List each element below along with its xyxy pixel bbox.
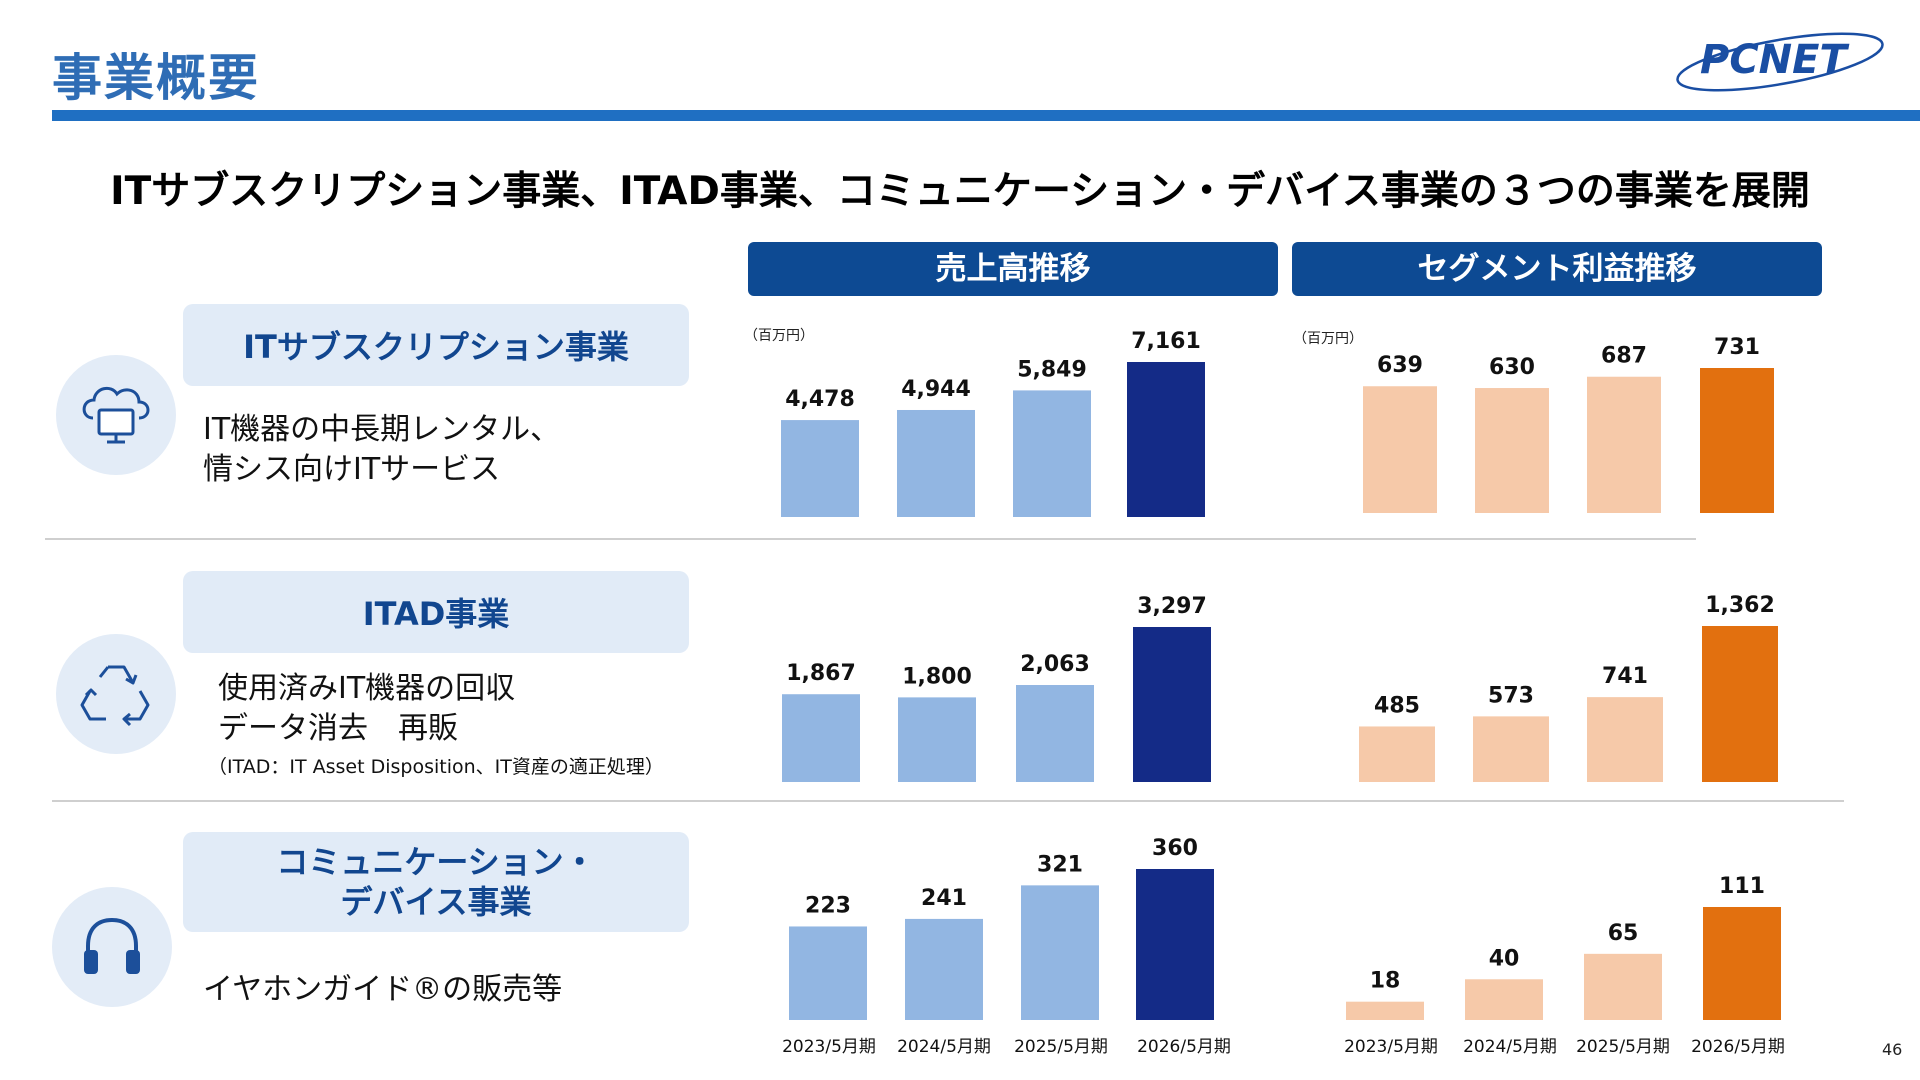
svg-text:PCNET: PCNET — [1700, 37, 1849, 83]
segment-icon-circle — [52, 887, 172, 1007]
chart-bar — [897, 409, 975, 517]
segment-description-line: 使用済みIT機器の回収 — [218, 671, 516, 706]
chart-bar — [1465, 979, 1543, 1020]
data-label: 241 — [921, 886, 967, 911]
data-label: 639 — [1377, 353, 1423, 378]
data-label: 3,297 — [1137, 594, 1207, 619]
x-tick-label: 2026/5月期 — [1137, 1037, 1231, 1057]
segment-description-line: データ消去 再販 — [218, 711, 458, 746]
chart-bar — [1587, 376, 1661, 513]
x-tick-label: 2025/5月期 — [1576, 1037, 1670, 1057]
chart-bar — [782, 694, 860, 782]
segment-description: 使用済みIT機器の回収 データ消去 再販 — [218, 669, 515, 749]
page-title: 事業概要 — [52, 49, 260, 107]
data-label: 40 — [1489, 946, 1520, 971]
data-label: 1,800 — [902, 664, 972, 689]
chart-bar — [1013, 390, 1091, 517]
x-tick-label: 2025/5月期 — [1014, 1037, 1108, 1057]
unit-label: （百万円） — [1293, 331, 1363, 347]
recycle-icon — [80, 665, 150, 727]
data-label: 360 — [1152, 836, 1198, 861]
data-label: 7,161 — [1131, 329, 1201, 354]
x-tick-label: 2024/5月期 — [1463, 1037, 1557, 1057]
segment-name-it-subscription: ITサブスクリプション事業 — [183, 304, 689, 386]
chart-bar — [905, 918, 983, 1020]
page-number: 46 — [1882, 1040, 1903, 1059]
data-label: 573 — [1488, 683, 1534, 708]
data-label: 630 — [1489, 355, 1535, 380]
sales-column-header: 売上高推移 — [748, 242, 1278, 296]
data-label: 5,849 — [1017, 357, 1087, 382]
x-tick-label: 2023/5月期 — [1344, 1037, 1438, 1057]
chart-bar — [1016, 685, 1094, 782]
chart-bar — [1473, 716, 1549, 782]
chart-bar — [1700, 368, 1774, 513]
segment-name-line: デバイス事業 — [340, 883, 532, 921]
segment-name-itad: ITAD事業 — [183, 571, 689, 653]
chart-bar — [789, 926, 867, 1020]
chart-bar — [1703, 907, 1781, 1020]
data-label: 223 — [805, 893, 851, 918]
company-logo: PCNET — [1670, 18, 1900, 94]
chart-bar — [1359, 726, 1435, 782]
data-label: 4,944 — [901, 377, 971, 402]
chart-bar — [1587, 697, 1663, 782]
segment-description-line: IT機器の中長期レンタル、 — [203, 412, 561, 447]
data-label: 1,867 — [786, 661, 856, 686]
chart-bar — [1133, 627, 1211, 782]
segment-icon-circle — [56, 634, 176, 754]
data-label: 1,362 — [1705, 593, 1775, 618]
data-label: 2,063 — [1020, 652, 1090, 677]
title-rule — [52, 110, 1920, 121]
segment-name-communication-device: コミュニケーション・ デバイス事業 — [183, 832, 689, 932]
segment-description: イヤホンガイド®の販売等 — [203, 972, 563, 1007]
chart-bar — [898, 697, 976, 782]
data-label: 741 — [1602, 664, 1648, 689]
data-label: 111 — [1719, 874, 1765, 899]
itad-note: （ITAD：IT Asset Disposition、IT資産の適正処理） — [208, 756, 664, 778]
profit-column-header: セグメント利益推移 — [1292, 242, 1822, 296]
x-tick-label: 2023/5月期 — [782, 1037, 876, 1057]
headline: ITサブスクリプション事業、ITAD事業、コミュニケーション・デバイス事業の３つ… — [110, 169, 1810, 214]
data-label: 485 — [1374, 693, 1420, 718]
data-label: 321 — [1037, 852, 1083, 877]
segment-description-line: 情シス向けITサービス — [203, 452, 501, 487]
headset-icon — [84, 917, 140, 974]
unit-label: （百万円） — [744, 328, 814, 344]
chart-bar — [781, 420, 859, 517]
chart-bar — [1702, 626, 1778, 782]
chart-bar — [1021, 885, 1099, 1020]
chart-bar — [1346, 1001, 1424, 1020]
x-tick-label: 2024/5月期 — [897, 1037, 991, 1057]
segment-name-line: コミュニケーション・ — [276, 843, 596, 881]
cloud-monitor-icon — [82, 386, 150, 444]
data-label: 731 — [1714, 335, 1760, 360]
data-label: 687 — [1601, 344, 1647, 369]
data-label: 65 — [1608, 921, 1639, 946]
segment-icon-circle — [56, 355, 176, 475]
chart-bar — [1136, 869, 1214, 1020]
x-tick-label: 2026/5月期 — [1691, 1037, 1785, 1057]
row-divider — [52, 800, 1844, 802]
data-label: 4,478 — [785, 387, 855, 412]
chart-bar — [1363, 386, 1437, 513]
chart-bar — [1127, 362, 1205, 517]
chart-bar — [1584, 953, 1662, 1020]
data-label: 18 — [1370, 969, 1401, 994]
row-divider — [45, 538, 1696, 540]
chart-bar — [1475, 388, 1549, 513]
segment-description: IT機器の中長期レンタル、 情シス向けITサービス — [203, 410, 560, 490]
